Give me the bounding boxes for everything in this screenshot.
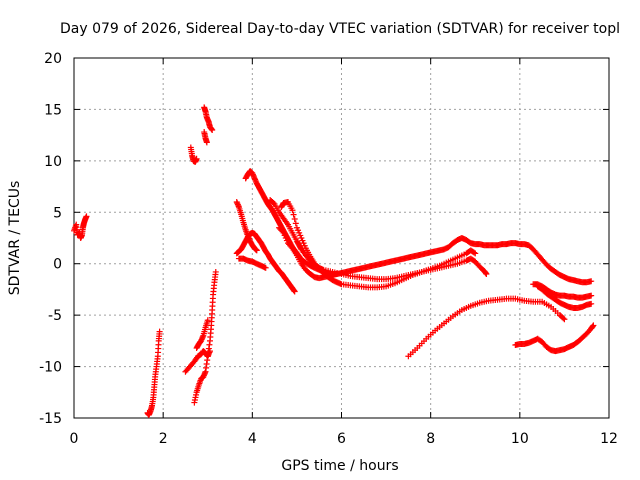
data-point (290, 211, 297, 218)
series-arc-5 (201, 104, 216, 133)
data-point (262, 264, 269, 271)
x-tick-label: 12 (600, 431, 618, 447)
series-arc-12 (242, 168, 595, 286)
data-point (588, 300, 595, 307)
data-point (203, 139, 210, 146)
y-tick-label: 15 (44, 102, 62, 118)
series-arc-18 (530, 281, 595, 301)
data-point (560, 315, 567, 322)
axis-ticks: 0 2 4 6 8 10 12 -15 -10 -5 0 5 10 15 20 (39, 51, 618, 447)
data-points (71, 104, 597, 418)
data-point (156, 328, 163, 335)
x-tick-label: 6 (337, 431, 346, 447)
y-tick-label: 10 (44, 154, 62, 170)
y-tick-label: 20 (44, 51, 62, 67)
x-tick-label: 0 (70, 431, 79, 447)
data-point (270, 200, 277, 207)
series-arc-4 (187, 144, 200, 165)
chart-title: Day 079 of 2026, Sidereal Day-to-day VTE… (60, 21, 620, 37)
x-tick-label: 2 (159, 431, 168, 447)
series-arc-8 (193, 317, 211, 352)
series-arc-9 (233, 229, 298, 295)
data-point (334, 271, 341, 277)
data-point (291, 215, 298, 222)
series-arc-7 (191, 268, 219, 406)
y-tick-label: -5 (48, 308, 62, 324)
x-tick-label: 8 (426, 431, 435, 447)
data-point (590, 322, 597, 329)
data-point (588, 292, 595, 299)
series-arc-10 (233, 199, 260, 254)
data-point (292, 220, 299, 227)
series-arc-3 (182, 348, 213, 375)
series-arc-11 (235, 255, 269, 271)
x-tick-label: 10 (511, 431, 529, 447)
data-point (472, 250, 479, 257)
data-point (588, 278, 595, 285)
series-arc-2 (144, 328, 163, 418)
data-point (209, 127, 216, 133)
series-arc-15 (276, 224, 341, 282)
y-axis-label: SDTVAR / TECUs (7, 181, 23, 296)
data-point (291, 288, 298, 295)
data-point (279, 228, 286, 235)
series-arc-19 (512, 322, 597, 355)
y-tick-label: 5 (53, 205, 62, 221)
data-point (253, 247, 260, 254)
y-tick-label: 0 (53, 257, 62, 273)
series-arc-16 (405, 295, 568, 360)
data-point (561, 316, 568, 323)
y-tick-label: -15 (39, 411, 62, 427)
y-tick-label: -10 (39, 360, 62, 376)
x-axis-label: GPS time / hours (281, 458, 398, 474)
data-point (193, 155, 200, 162)
data-point (289, 207, 296, 214)
x-tick-label: 4 (248, 431, 257, 447)
grid-lines (74, 58, 609, 418)
data-point (471, 249, 478, 256)
data-point (83, 213, 90, 220)
data-point (212, 268, 219, 275)
data-point (204, 317, 211, 324)
data-point (288, 244, 295, 250)
series-arc-1 (71, 213, 90, 241)
series-arc-6 (201, 129, 210, 146)
data-point (483, 271, 490, 277)
